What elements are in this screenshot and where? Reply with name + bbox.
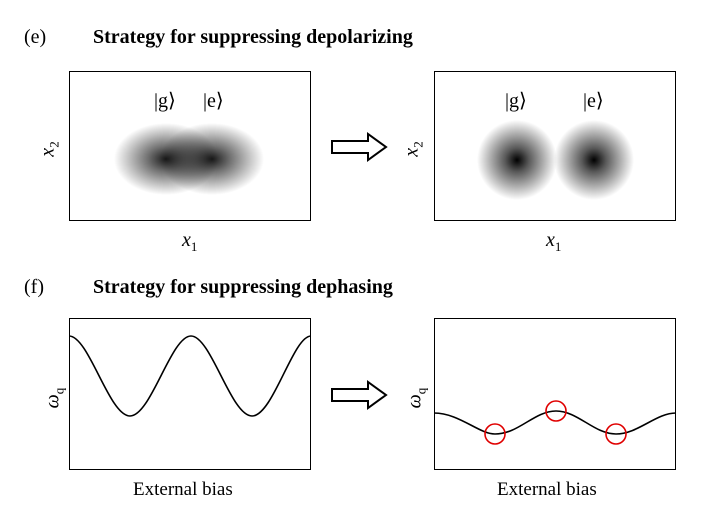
panel-e-label: (e)	[24, 26, 47, 48]
dephasing-after-plot	[433, 318, 677, 470]
ket-e-right: |e⟩	[583, 90, 604, 112]
excited-state-blob	[554, 120, 634, 200]
omega-axis-label-left: ωq	[41, 387, 67, 409]
sweet-spot-marker	[545, 400, 567, 422]
dephasing-before-plot	[68, 318, 312, 470]
sweet-spot-marker	[605, 423, 627, 445]
sweet-spot-marker	[484, 423, 506, 445]
panel-f-label: (f)	[24, 276, 44, 298]
external-bias-label-left: External bias	[133, 479, 233, 500]
excited-state-blob	[160, 123, 264, 195]
depolarizing-before-plot	[69, 71, 311, 221]
panel-f-title: Strategy for suppressing dephasing	[93, 276, 393, 298]
x1-axis-label-left: x1	[182, 229, 198, 254]
frequency-curve	[433, 410, 677, 435]
omega-axis-label-right: ωq	[403, 387, 429, 409]
frequency-curve	[68, 335, 312, 417]
ground-state-blob	[477, 120, 557, 200]
external-bias-label-right: External bias	[497, 479, 597, 500]
panel-e-title: Strategy for suppressing depolarizing	[93, 26, 413, 48]
ket-g-left: |g⟩	[154, 90, 176, 112]
transform-arrow-f	[331, 380, 388, 410]
depolarizing-after-plot	[434, 71, 676, 221]
x1-axis-label-right: x1	[546, 229, 562, 254]
x2-axis-label-left: x2	[36, 141, 62, 157]
transform-arrow-e	[331, 132, 388, 162]
ket-e-left: |e⟩	[203, 90, 224, 112]
ket-g-right: |g⟩	[505, 90, 527, 112]
x2-axis-label-right: x2	[400, 141, 426, 157]
